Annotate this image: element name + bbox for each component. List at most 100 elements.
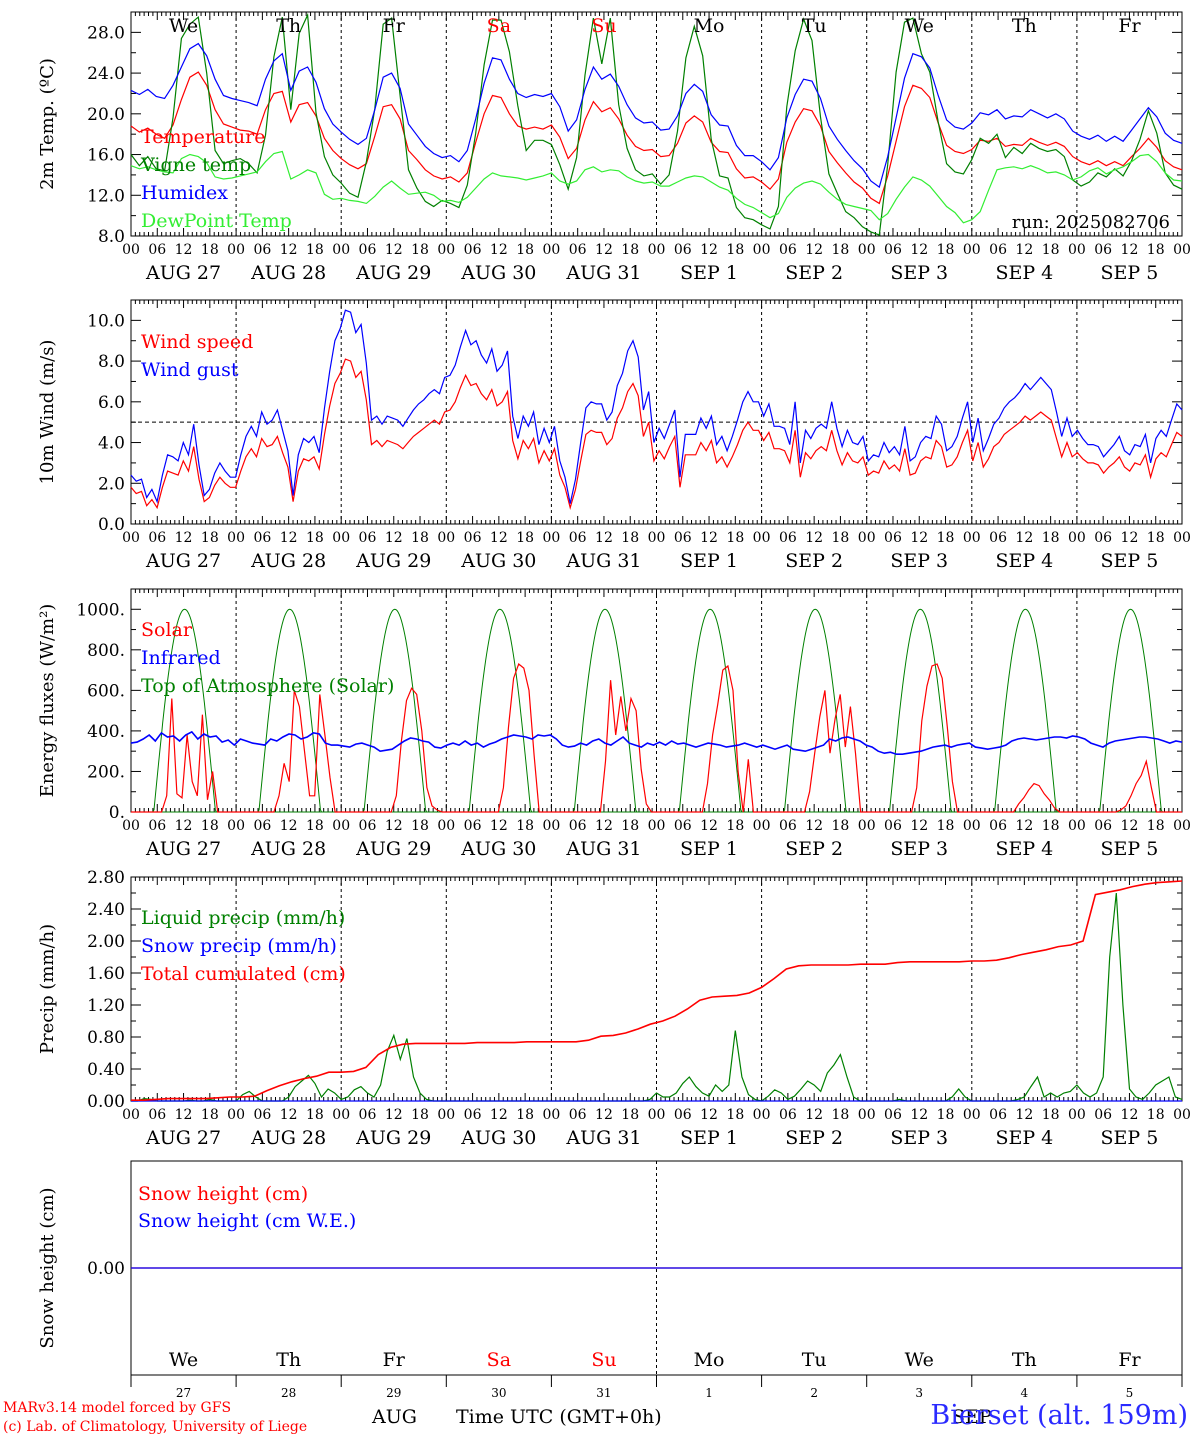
day-number-label: 3	[915, 1386, 923, 1400]
y-tick-label: 0.0	[98, 515, 125, 535]
date-label: SEP 3	[890, 838, 948, 860]
weekday-label: Su	[591, 1349, 616, 1371]
legend-entry: Liquid precip (mm/h)	[141, 907, 345, 929]
hour-tick-label: 12	[280, 242, 298, 258]
hour-tick-label: 12	[490, 818, 508, 834]
hour-tick-label: 00	[542, 242, 560, 258]
hour-tick-label: 12	[805, 818, 823, 834]
hour-tick-label: 12	[385, 242, 403, 258]
legend-entry: Total cumulated (cm)	[141, 963, 346, 985]
weekday-header: Sa	[487, 15, 511, 37]
hour-tick-label: 00	[437, 242, 455, 258]
hour-tick-label: 12	[910, 1107, 928, 1123]
date-label: AUG 29	[355, 550, 431, 572]
energy-panel: 00 06 12 18 00 06 12 18 00 06 12 18 00 06 12 18 00 06 12 18…	[37, 588, 1191, 860]
hour-tick-label: 12	[175, 1107, 193, 1123]
date-label: AUG 29	[355, 838, 431, 860]
weekday-label: Tu	[802, 1349, 827, 1371]
weekday-header: Fr	[1118, 15, 1141, 37]
weekday-label: Sa	[487, 1349, 511, 1371]
series-line-wind-gust	[130, 309, 1183, 504]
hour-tick-label: 06	[1094, 530, 1112, 546]
hour-tick-label: 18	[201, 530, 219, 546]
y-tick-label: 12.0	[87, 186, 125, 206]
hour-tick-label: 18	[937, 1107, 955, 1123]
date-label: SEP 5	[1101, 1127, 1159, 1149]
weekday-header: Tu	[802, 15, 827, 37]
y-tick-label: 2.40	[87, 900, 125, 920]
hour-tick-label: 18	[1042, 242, 1060, 258]
hour-tick-label: 12	[490, 242, 508, 258]
date-label: AUG 31	[565, 262, 641, 284]
hour-tick-label: 06	[569, 818, 587, 834]
hour-tick-label: 12	[1121, 242, 1139, 258]
hour-tick-label: 12	[385, 1107, 403, 1123]
hour-tick-label: 18	[937, 242, 955, 258]
snow-panel: We 27 Th 28 Fr 29 Sa 30 Su 31 Mo 1 Tu 2 We 3 Th 4 Fr 5 0.00 S…	[37, 1160, 1183, 1400]
weekday-label: We	[169, 1349, 198, 1371]
day-number-label: 1	[705, 1386, 713, 1400]
hour-tick-label: 06	[884, 242, 902, 258]
hour-tick-label: 18	[621, 242, 639, 258]
hour-tick-label: 12	[910, 818, 928, 834]
legend-entry: Top of Atmosphere (Solar)	[141, 675, 394, 697]
hour-tick-label: 06	[359, 530, 377, 546]
day-number-label: 4	[1021, 1386, 1029, 1400]
date-label: AUG 27	[145, 838, 221, 860]
temperature-y-axis-label: 2m Temp. (ºC)	[37, 58, 58, 190]
hour-tick-label: 06	[253, 818, 271, 834]
hour-tick-label: 18	[516, 818, 534, 834]
series-line-vigne-temp	[130, 12, 1183, 236]
series-line-wind-speed	[130, 358, 1183, 510]
day-number-label: 27	[176, 1386, 191, 1400]
weekday-header: We	[169, 15, 198, 37]
hour-tick-label: 06	[569, 242, 587, 258]
legend-entry: Infrared	[141, 647, 221, 669]
y-tick-label: 28.0	[87, 23, 125, 43]
hour-tick-label: 18	[726, 530, 744, 546]
hour-tick-label: 06	[253, 530, 271, 546]
hour-tick-label: 12	[490, 530, 508, 546]
date-label: SEP 5	[1101, 550, 1159, 572]
hour-tick-label: 06	[148, 818, 166, 834]
hour-tick-label: 06	[1094, 242, 1112, 258]
precip-panel: 00 06 12 18 00 06 12 18 00 06 12 18 00 06 12 18 00 06 12 18…	[37, 868, 1191, 1149]
hour-tick-label: 06	[569, 530, 587, 546]
weekday-header: Su	[591, 15, 616, 37]
hour-tick-label: 18	[411, 1107, 429, 1123]
hour-tick-label: 18	[726, 242, 744, 258]
date-label: SEP 3	[890, 1127, 948, 1149]
hour-tick-label: 12	[1015, 1107, 1033, 1123]
hour-tick-label: 18	[937, 530, 955, 546]
hour-tick-label: 00	[963, 242, 981, 258]
hour-tick-label: 06	[148, 242, 166, 258]
hour-tick-label: 06	[884, 530, 902, 546]
hour-tick-label: 00	[753, 242, 771, 258]
hour-tick-label: 00	[858, 530, 876, 546]
hour-tick-label: 00	[648, 818, 666, 834]
hour-tick-label: 00	[122, 1107, 140, 1123]
hour-tick-label: 18	[516, 242, 534, 258]
hour-tick-label: 06	[464, 1107, 482, 1123]
hour-tick-label: 12	[385, 818, 403, 834]
hour-tick-label: 06	[989, 242, 1007, 258]
date-label: AUG 31	[565, 1127, 641, 1149]
hour-tick-label: 00	[227, 530, 245, 546]
hour-tick-label: 06	[989, 1107, 1007, 1123]
hour-tick-label: 12	[175, 818, 193, 834]
hour-tick-label: 18	[411, 530, 429, 546]
hour-tick-label: 18	[832, 242, 850, 258]
hour-tick-label: 06	[779, 242, 797, 258]
hour-tick-label: 12	[595, 818, 613, 834]
date-label: AUG 31	[565, 838, 641, 860]
hour-tick-label: 00	[858, 1107, 876, 1123]
hour-tick-label: 00	[332, 530, 350, 546]
hour-tick-label: 06	[779, 1107, 797, 1123]
y-tick-label: 600.	[87, 681, 125, 701]
hour-tick-label: 06	[359, 818, 377, 834]
hour-tick-label: 12	[700, 530, 718, 546]
weekday-label: Mo	[694, 1349, 725, 1371]
weekday-header: Mo	[694, 15, 725, 37]
hour-tick-label: 12	[805, 1107, 823, 1123]
hour-tick-label: 06	[674, 530, 692, 546]
